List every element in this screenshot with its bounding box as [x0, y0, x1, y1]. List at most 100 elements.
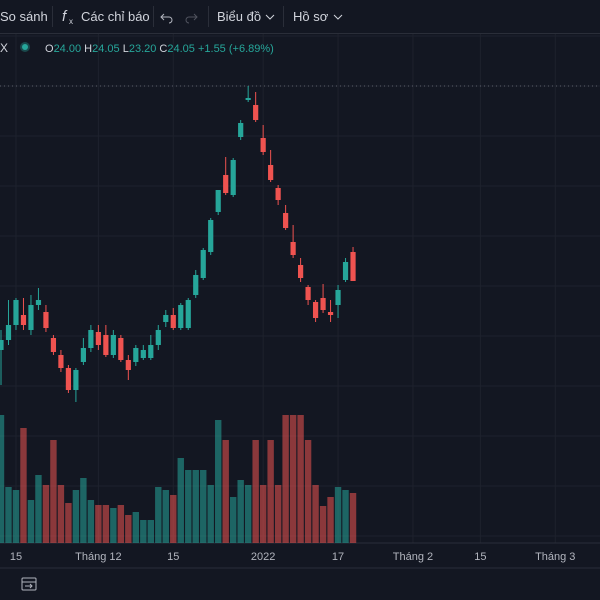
- candle-body: [50, 338, 57, 352]
- volume-bar: [274, 485, 282, 543]
- compare-button[interactable]: So sánh: [0, 9, 48, 24]
- volume-bar: [117, 505, 125, 543]
- volume-bar: [177, 458, 184, 543]
- x-tick-label: Tháng 12: [75, 551, 121, 563]
- candle-body: [140, 350, 146, 358]
- profile-button[interactable]: Hồ sơ: [293, 9, 329, 24]
- separator: [283, 6, 284, 27]
- x-tick-label: 15: [167, 551, 179, 563]
- volume-bar: [207, 485, 214, 543]
- candle-body: [163, 315, 169, 322]
- candle-body: [133, 348, 139, 362]
- candle-body: [35, 300, 42, 305]
- volume-bar: [319, 506, 327, 543]
- svg-text:f: f: [62, 8, 68, 25]
- volume-bar: [20, 428, 27, 543]
- chevron: [265, 14, 275, 20]
- volume-bar: [102, 505, 110, 543]
- volume-bar: [185, 470, 192, 543]
- candle-body: [148, 345, 154, 358]
- candle-body: [215, 190, 221, 212]
- volume-bar: [140, 520, 147, 543]
- calendar-icon[interactable]: [21, 577, 37, 591]
- volume-bar: [244, 485, 252, 543]
- candle-body: [230, 160, 236, 195]
- candle-body: [170, 315, 176, 328]
- volume-bar: [42, 485, 50, 543]
- candle-body: [200, 250, 206, 278]
- x-tick-label: 2022: [251, 551, 275, 563]
- candle-body: [88, 330, 94, 348]
- candle-body: [312, 302, 319, 318]
- x-tick-label: 15: [474, 551, 486, 563]
- volume-bar: [27, 500, 35, 543]
- svg-text:x: x: [69, 17, 73, 26]
- volume-bar: [237, 480, 244, 543]
- legend-value: 23.20: [129, 43, 157, 55]
- volume-bar: [132, 512, 140, 543]
- symbol: X: [0, 41, 8, 55]
- candle-body: [283, 213, 289, 228]
- volume-bar: [147, 520, 154, 543]
- volume-bar: [297, 415, 304, 543]
- volume-bar: [342, 490, 349, 543]
- volume-bar: [0, 415, 5, 543]
- volume-bar: [282, 415, 289, 543]
- candle-body: [275, 188, 281, 200]
- volume-bar: [65, 503, 72, 543]
- candle-body: [20, 315, 27, 325]
- volume-bar: [222, 440, 229, 543]
- volume-bar: [72, 490, 80, 543]
- candle-body: [305, 287, 311, 300]
- indicators-button[interactable]: Các chỉ báo: [81, 9, 150, 24]
- ohlc-legend: O24.00 H24.05 L23.20 C24.05 +1.55 (+6.89…: [45, 43, 274, 55]
- candle-body: [223, 175, 229, 193]
- volume-bar: [192, 470, 199, 543]
- legend-value: 24.05: [92, 43, 120, 55]
- candle-body: [290, 242, 296, 255]
- candle-body: [253, 105, 259, 120]
- chevron: [333, 14, 343, 20]
- separator: [153, 6, 154, 27]
- candle-body: [5, 325, 12, 340]
- legend-key: L: [123, 43, 129, 55]
- candle-body: [110, 335, 116, 355]
- separator: [52, 6, 53, 27]
- undo-redo[interactable]: [160, 9, 200, 25]
- legend-change: +1.55 (+6.89%): [198, 43, 274, 55]
- x-tick-label: 17: [332, 551, 344, 563]
- volume-bar: [35, 475, 42, 543]
- volume-bar: [229, 497, 237, 543]
- volume-bar: [125, 515, 132, 543]
- candle-body: [320, 298, 326, 310]
- volume-bar: [5, 487, 12, 543]
- separator: [208, 6, 209, 27]
- x-tick-label: Tháng 2: [393, 551, 433, 563]
- volume-bar: [87, 500, 95, 543]
- volume-bar: [327, 497, 334, 543]
- candle-body: [193, 275, 199, 295]
- volume-bar: [289, 415, 297, 543]
- x-tick-label: 15: [10, 551, 22, 563]
- candle-body: [95, 332, 101, 345]
- candle-body: [125, 360, 131, 370]
- chart-type-button[interactable]: Biểu đồ: [217, 9, 262, 24]
- candle-body: [327, 312, 334, 315]
- candle-body: [260, 138, 266, 152]
- candle-body: [245, 98, 251, 100]
- volume-bar: [259, 485, 267, 543]
- candle-body: [208, 220, 214, 252]
- volume-bar: [215, 420, 222, 543]
- volume-bar: [57, 485, 65, 543]
- candle-body: [185, 300, 191, 328]
- candle-body: [0, 340, 4, 350]
- legend-value: 24.05: [167, 43, 195, 55]
- candle-body: [178, 305, 184, 328]
- volume-bar: [95, 505, 102, 543]
- volume-bar: [110, 508, 117, 543]
- volume-bar: [50, 440, 57, 543]
